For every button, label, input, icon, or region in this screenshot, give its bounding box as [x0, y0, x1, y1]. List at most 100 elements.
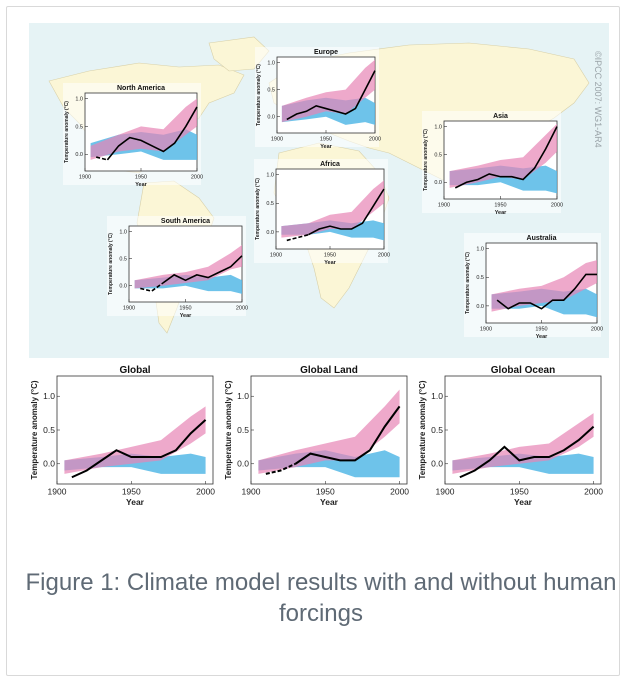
anthropogenic-band-africa — [281, 180, 384, 238]
xtick-label-north-america-2: 2000 — [191, 175, 203, 181]
xlabel-global-ocean: Year — [514, 497, 533, 507]
panel-global-ocean: 0.0 0.5 1.0 1900 1950 2000 Year Temperature ano… — [418, 362, 607, 507]
anthropogenic-band-global-ocean — [452, 413, 594, 474]
ytick-label-asia-0: 0.0 — [434, 180, 442, 186]
ytick-label-asia-2: 1.0 — [434, 124, 442, 130]
observed-dashed-south-america — [140, 282, 164, 293]
xtick-label-global-ocean-2: 2000 — [584, 487, 603, 497]
ytick-label-south-america-0: 0.0 — [119, 284, 127, 290]
panel-asia: 0.0 0.5 1.0 1900 1950 2000 Year Temperature ano… — [422, 111, 563, 216]
ylabel-north-america: Temperature anomaly (°C) — [64, 101, 70, 163]
ytick-label-global-land-0: 0.0 — [237, 459, 249, 469]
ytick-label-north-america-1: 0.5 — [75, 124, 83, 130]
ytick-label-australia-0: 0.0 — [476, 304, 484, 310]
xtick-label-asia-2: 2000 — [551, 203, 563, 209]
observed-dashed-global-land — [265, 462, 296, 475]
ytick-label-europe-1: 0.5 — [267, 87, 275, 93]
observed-line-europe — [286, 70, 376, 121]
ytick-label-global-0: 0.0 — [43, 459, 55, 469]
ytick-label-australia-1: 0.5 — [476, 275, 484, 281]
ylabel-global-ocean: Temperature anomaly (°C) — [418, 380, 427, 479]
ytick-label-africa-1: 0.5 — [266, 201, 274, 207]
ytick-label-global-ocean-1: 0.5 — [431, 425, 443, 435]
ylabel-south-america: Temperature anomaly (°C) — [108, 233, 114, 295]
xtick-label-europe-1: 1950 — [320, 137, 332, 143]
ytick-label-global-2: 1.0 — [43, 391, 55, 401]
xtick-label-global-0: 1900 — [48, 487, 67, 497]
xtick-label-south-america-0: 1900 — [123, 306, 135, 312]
ytick-label-australia-2: 1.0 — [476, 247, 484, 253]
xlabel-asia: Year — [495, 210, 507, 216]
observed-line-global-land — [295, 405, 401, 465]
ylabel-asia: Temperature anomaly (°C) — [423, 129, 429, 191]
xlabel-africa: Year — [324, 260, 336, 266]
observed-line-north-america — [106, 106, 198, 161]
ytick-label-europe-0: 0.0 — [267, 115, 275, 121]
panel-australia: 0.0 0.5 1.0 1900 1950 2000 Year Temperature ano… — [464, 233, 603, 340]
xlabel-europe: Year — [320, 144, 332, 150]
xtick-label-global-ocean-0: 1900 — [436, 487, 455, 497]
ylabel-australia: Temperature anomaly (°C) — [465, 252, 471, 314]
observed-line-south-america — [162, 255, 243, 284]
observed-dashed-north-america — [96, 156, 108, 161]
panel-south-america: 0.0 0.5 1.0 1900 1950 2000 Year Temperature ano… — [107, 216, 248, 319]
ylabel-africa: Temperature anomaly (°C) — [255, 178, 261, 240]
xlabel-global-land: Year — [320, 497, 339, 507]
ytick-label-global-land-2: 1.0 — [237, 391, 249, 401]
xtick-label-global-land-1: 1950 — [316, 487, 335, 497]
climate-figure: ©IPCC 2007: WG1-AR4 0.0 0.5 1.0 1900 1950 200… — [29, 23, 609, 513]
ytick-label-global-ocean-2: 1.0 — [431, 391, 443, 401]
panel-europe: 0.0 0.5 1.0 1900 1950 2000 Year Temperature ano… — [255, 47, 381, 150]
xtick-label-africa-0: 1900 — [270, 253, 282, 259]
ytick-label-south-america-1: 0.5 — [119, 256, 127, 262]
xtick-label-australia-0: 1900 — [480, 327, 492, 333]
ylabel-europe: Temperature anomaly (°C) — [256, 64, 262, 126]
ytick-label-africa-0: 0.0 — [266, 230, 274, 236]
panel-title-asia: Asia — [493, 113, 508, 120]
figure-card: ©IPCC 2007: WG1-AR4 0.0 0.5 1.0 1900 1950 200… — [6, 6, 620, 676]
xtick-label-europe-2: 2000 — [369, 137, 381, 143]
watermark: ©IPCC 2007: WG1-AR4 — [593, 51, 603, 148]
xtick-label-global-1: 1950 — [122, 487, 141, 497]
observed-line-global-ocean — [459, 425, 595, 479]
panel-title-australia: Australia — [527, 235, 557, 242]
panel-africa: 0.0 0.5 1.0 1900 1950 2000 Year Temperature ano… — [254, 159, 390, 266]
ytick-label-africa-2: 1.0 — [266, 173, 274, 179]
observed-line-global — [71, 419, 207, 479]
xlabel-australia: Year — [536, 334, 548, 340]
xtick-label-asia-0: 1900 — [438, 203, 450, 209]
xtick-label-global-2: 2000 — [196, 487, 215, 497]
ylabel-global: Temperature anomaly (°C) — [30, 380, 39, 479]
panel-title-global-ocean: Global Ocean — [491, 365, 555, 376]
xtick-label-global-land-0: 1900 — [242, 487, 261, 497]
anthropogenic-band-global — [64, 406, 206, 474]
ytick-label-europe-2: 1.0 — [267, 60, 275, 66]
ytick-label-global-ocean-0: 0.0 — [431, 459, 443, 469]
observed-line-africa — [308, 188, 385, 236]
anthropogenic-band-australia — [491, 260, 597, 312]
panel-title-europe: Europe — [314, 49, 338, 56]
anthropogenic-band-global-land — [258, 389, 400, 474]
xtick-label-north-america-0: 1900 — [79, 175, 91, 181]
panel-global: 0.0 0.5 1.0 1900 1950 2000 Year Temperature ano… — [30, 362, 219, 507]
panel-title-north-america: North America — [117, 85, 165, 92]
xtick-label-europe-0: 1900 — [271, 137, 283, 143]
ytick-label-north-america-2: 1.0 — [75, 96, 83, 102]
observed-line-australia — [496, 273, 597, 310]
observed-dashed-africa — [286, 233, 309, 242]
xtick-label-north-america-1: 1950 — [135, 175, 147, 181]
xlabel-south-america: Year — [180, 313, 192, 319]
ytick-label-global-1: 0.5 — [43, 425, 55, 435]
ytick-label-north-america-0: 0.0 — [75, 152, 83, 158]
xtick-label-south-america-2: 2000 — [236, 306, 248, 312]
xlabel-global: Year — [126, 497, 145, 507]
ytick-label-global-land-1: 0.5 — [237, 425, 249, 435]
xtick-label-africa-1: 1950 — [324, 253, 336, 259]
anthropogenic-band-north-america — [90, 98, 197, 160]
panel-title-global: Global — [119, 365, 150, 376]
anthropogenic-band-europe — [281, 59, 375, 123]
panel-global-land: 0.0 0.5 1.0 1900 1950 2000 Year Temperature ano… — [224, 362, 413, 507]
ytick-label-asia-1: 0.5 — [434, 152, 442, 158]
xtick-label-global-ocean-1: 1950 — [510, 487, 529, 497]
observed-line-asia — [454, 126, 558, 189]
